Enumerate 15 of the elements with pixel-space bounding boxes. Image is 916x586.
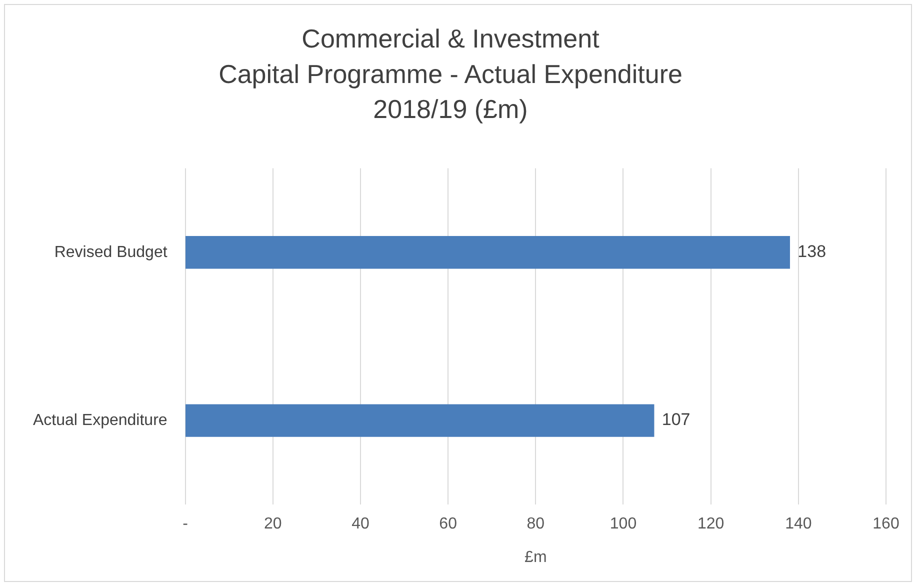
x-tick-label: 80: [526, 516, 545, 533]
x-axis-title: £m: [524, 548, 547, 566]
x-tick-label: 160: [872, 516, 900, 533]
x-tick-label: 20: [264, 516, 282, 533]
x-tick-label: -: [182, 516, 188, 533]
data-label: 107: [662, 410, 690, 430]
x-tick-label: 120: [697, 516, 724, 533]
x-tick-label: 100: [610, 516, 637, 533]
y-tick-label: Actual Expenditure: [32, 412, 168, 429]
x-tick-label: 140: [785, 516, 812, 533]
x-tick-label: 60: [439, 516, 458, 533]
chart-title: Commercial & Investment Capital Programme - Actual Expenditure 2018/19 (£m): [218, 24, 682, 124]
y-tick-label: Revised Budget: [54, 244, 168, 261]
x-tick-label: 40: [352, 516, 370, 533]
data-label: 138: [798, 242, 826, 262]
